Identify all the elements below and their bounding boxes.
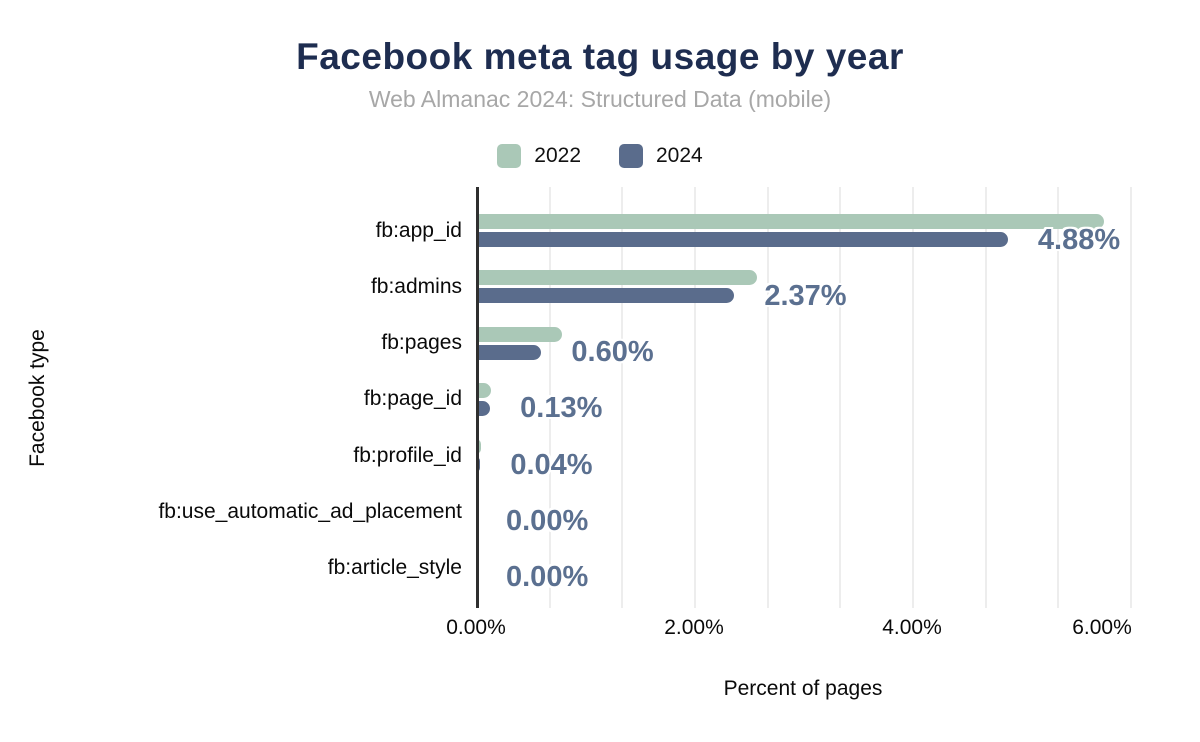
value-label: 2.37% bbox=[764, 279, 847, 312]
gridline bbox=[1130, 187, 1133, 608]
gridline bbox=[694, 187, 696, 608]
category-label: fb:page_id bbox=[363, 387, 462, 411]
legend-item-2024: 2024 bbox=[619, 144, 703, 168]
legend-item-2022: 2022 bbox=[497, 144, 581, 168]
bar-2024 bbox=[476, 400, 491, 416]
gridline bbox=[548, 187, 551, 608]
chart-subtitle: Web Almanac 2024: Structured Data (mobil… bbox=[368, 86, 832, 112]
value-label: 0.00% bbox=[506, 561, 589, 594]
value-label: 0.04% bbox=[510, 448, 593, 481]
bar-2024 bbox=[476, 232, 1008, 247]
bar-2022 bbox=[476, 214, 1104, 229]
bar-2022 bbox=[476, 270, 758, 286]
y-axis-title: Facebook type bbox=[26, 329, 49, 467]
category-label: fb:article_style bbox=[327, 556, 462, 580]
category-label: fb:pages bbox=[381, 331, 462, 355]
value-label: 4.88% bbox=[1037, 223, 1121, 256]
x-tick-label: 4.00% bbox=[882, 616, 942, 639]
y-axis-line bbox=[476, 187, 479, 608]
legend-label: 2022 bbox=[534, 144, 581, 167]
gridline bbox=[839, 187, 842, 608]
gridline bbox=[766, 187, 769, 608]
x-tick-label: 0.00% bbox=[446, 616, 506, 639]
x-tick-label: 6.00% bbox=[1072, 616, 1132, 639]
legend: 2022 2024 bbox=[0, 140, 1200, 172]
bar-2022 bbox=[476, 439, 482, 455]
gridline bbox=[1057, 187, 1060, 608]
x-tick-label: 2.00% bbox=[664, 616, 724, 639]
legend-label: 2024 bbox=[656, 144, 703, 167]
value-label: 0.13% bbox=[520, 392, 603, 425]
gridline bbox=[621, 187, 624, 608]
gridline bbox=[984, 187, 987, 608]
category-label: fb:app_id bbox=[375, 218, 462, 242]
legend-swatch-2024 bbox=[619, 144, 643, 168]
bar-2022 bbox=[476, 382, 492, 398]
value-label: 0.60% bbox=[571, 336, 654, 369]
chart-title: Facebook meta tag usage by year bbox=[296, 36, 904, 77]
gridline bbox=[912, 187, 915, 608]
bar-2024 bbox=[476, 344, 542, 360]
bar-2022 bbox=[476, 326, 563, 342]
x-axis-title: Percent of pages bbox=[723, 677, 883, 700]
value-label: 0.00% bbox=[506, 505, 589, 537]
legend-swatch-2022 bbox=[497, 144, 522, 168]
category-label: fb:admins bbox=[370, 274, 462, 298]
category-label: fb:profile_id bbox=[353, 443, 462, 467]
category-label: fb:use_automatic_ad_placement bbox=[158, 500, 462, 523]
bar-2024 bbox=[476, 288, 735, 304]
